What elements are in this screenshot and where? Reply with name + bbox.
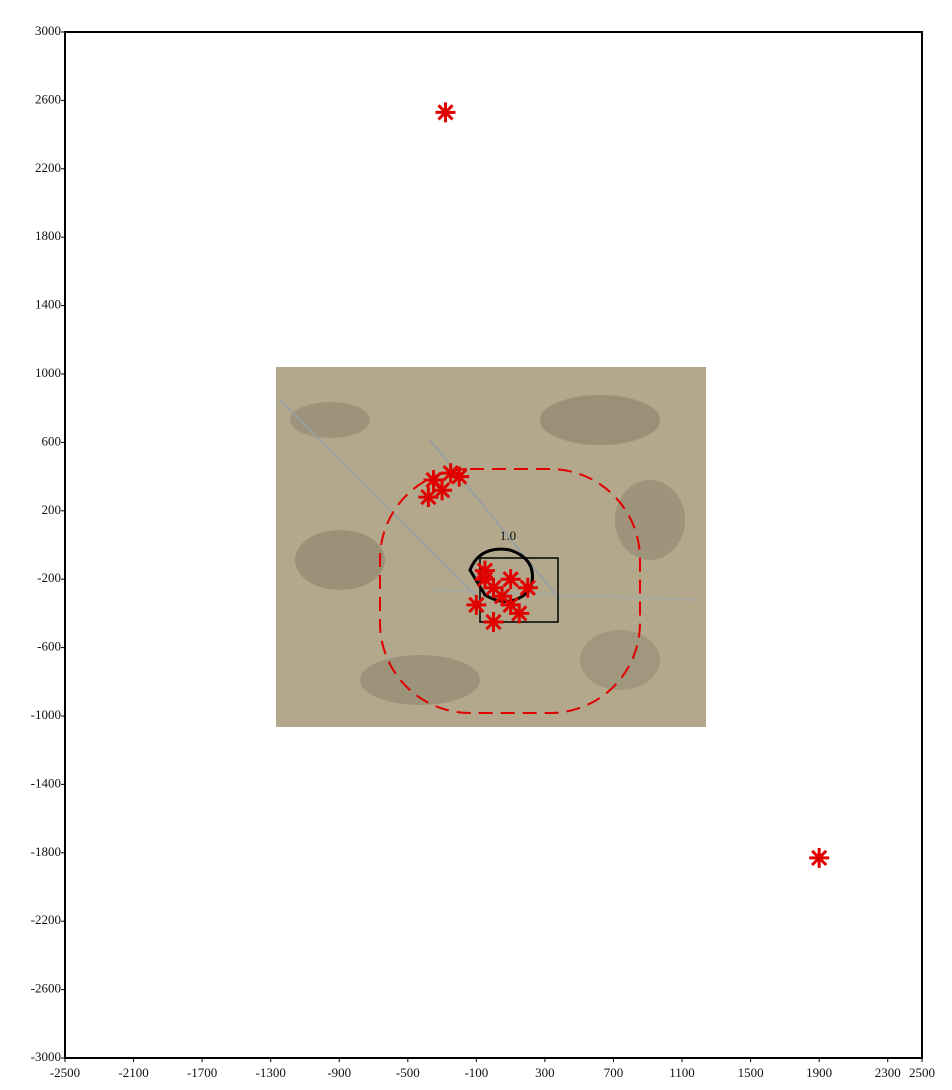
data-point [809, 848, 829, 868]
x-tick-label: -900 [327, 1065, 351, 1080]
x-tick-label: -2500 [50, 1065, 80, 1080]
y-tick-label: 1400 [35, 297, 61, 312]
data-point [475, 561, 495, 581]
y-tick-label: 2200 [35, 160, 61, 175]
x-tick-label: 2300 [875, 1065, 901, 1080]
aerial-image [276, 367, 706, 727]
y-tick-label: 1000 [35, 365, 61, 380]
data-point [501, 569, 521, 589]
y-tick-label: 600 [42, 433, 62, 448]
data-point [518, 578, 538, 598]
x-tick-label: -100 [464, 1065, 488, 1080]
x-tick-label: 700 [604, 1065, 624, 1080]
y-tick-label: 2600 [35, 91, 61, 106]
y-tick-label: -1800 [31, 844, 61, 859]
x-tick-label: 1500 [738, 1065, 764, 1080]
y-tick-label: -1000 [31, 707, 61, 722]
x-tick-label: -1700 [187, 1065, 217, 1080]
data-point [484, 612, 504, 632]
x-tick-label: 300 [535, 1065, 555, 1080]
data-point [449, 467, 469, 487]
x-tick-label: 1100 [669, 1065, 695, 1080]
x-tick-label: -2100 [118, 1065, 148, 1080]
x-tick-label: -500 [396, 1065, 420, 1080]
chart: 1.0 -3000 -2600 -2200 -1800 -1400 -1000 -600 -2… [0, 0, 952, 1090]
y-tick-label: -600 [37, 639, 61, 654]
y-tick-label: -1400 [31, 775, 61, 790]
x-tick-label: 2500 [909, 1065, 935, 1080]
data-point [501, 595, 521, 615]
data-point [436, 102, 456, 122]
x-tick-label: -1300 [256, 1065, 286, 1080]
data-point [466, 595, 486, 615]
x-tick-label: 1900 [806, 1065, 832, 1080]
y-tick-label: -2600 [31, 981, 61, 996]
y-tick-label: -200 [37, 570, 61, 585]
data-point [418, 487, 438, 507]
y-tick-label: -3000 [31, 1049, 61, 1064]
y-tick-label: -2200 [31, 912, 61, 927]
y-tick-label: 200 [42, 502, 62, 517]
y-tick-label: 3000 [35, 23, 61, 38]
annotation: 1.0 [500, 528, 516, 543]
y-tick-label: 1800 [35, 228, 61, 243]
